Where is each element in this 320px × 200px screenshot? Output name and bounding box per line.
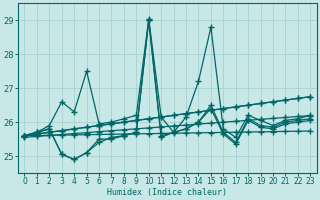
X-axis label: Humidex (Indice chaleur): Humidex (Indice chaleur) [108, 188, 228, 197]
